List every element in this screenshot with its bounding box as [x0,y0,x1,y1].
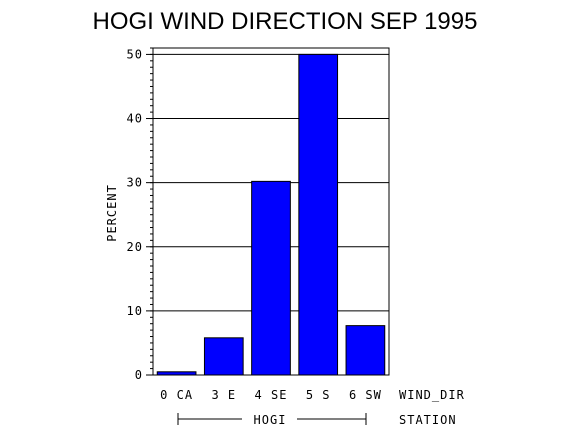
y-tick-label: 50 [127,47,143,61]
y-axis-label: PERCENT [105,184,119,242]
station-group-bracket: HOGI [177,413,367,427]
station-axis-label: STATION [399,413,457,427]
axes [152,47,390,376]
bar [345,325,386,376]
x-ticks: 0 CA 3 E 4 SE 5 S 6 SW [160,388,382,402]
y-tick-label: 20 [127,240,143,254]
y-tick-label: 40 [127,112,143,126]
bars [156,53,386,376]
x-axis-label: WIND_DIR [399,388,465,402]
station-group-label: HOGI [254,413,287,427]
x-tick-label: 5 S [306,388,331,402]
plot-frame [152,47,390,376]
bar [298,53,339,376]
bar [251,180,291,376]
y-ticks: 0 10 20 30 40 50 [127,47,153,382]
x-tick-label: 0 CA [160,388,193,402]
y-tick-label: 30 [127,176,143,190]
bar [203,337,244,376]
y-tick-label: 0 [135,368,143,382]
chart-title: HOGI WIND DIRECTION SEP 1995 [93,8,478,35]
x-tick-label: 6 SW [349,388,382,402]
y-tick-label: 10 [127,304,143,318]
x-tick-label: 3 E [211,388,236,402]
x-tick-label: 4 SE [255,388,288,402]
